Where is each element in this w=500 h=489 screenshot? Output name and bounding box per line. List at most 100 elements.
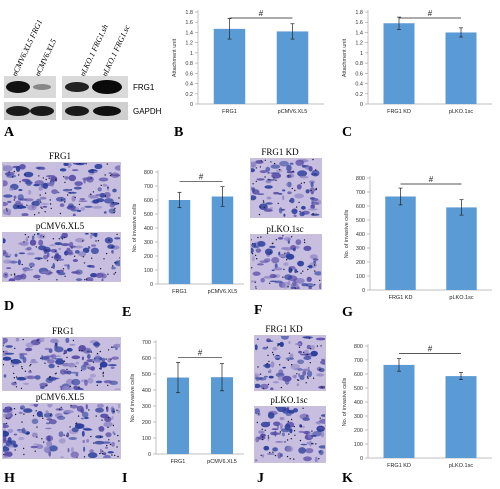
micrograph-image	[250, 234, 322, 290]
y-tick-label: 100	[144, 268, 153, 274]
bar	[383, 364, 415, 458]
x-tick-label: pLKO.1sc	[449, 295, 473, 301]
y-tick-label: 300	[356, 246, 365, 252]
panel-label-b: B	[174, 125, 184, 140]
y-tick-label: 500	[142, 372, 151, 378]
x-tick-label: FRG1	[222, 109, 237, 115]
y-tick-label: 500	[356, 218, 365, 224]
y-tick-label: 300	[142, 404, 151, 410]
micrograph-image	[2, 162, 121, 217]
blot-band-label: FRG1	[133, 83, 155, 92]
significance-marker: #	[259, 9, 264, 18]
y-tick-label: 0.6	[185, 71, 193, 77]
y-tick-label: 0	[150, 282, 153, 288]
y-tick-label: 1.4	[185, 30, 193, 36]
x-tick-label: FRG1 KD	[389, 295, 413, 301]
y-tick-label: 0.4	[355, 82, 363, 88]
western-blot: pCMV6.XL5 FRG1 pCMV6.XL5 pLKO.1 FRG1.sh …	[0, 0, 165, 130]
y-tick-label: 100	[354, 442, 363, 448]
micrograph-caption: FRG1 KD	[261, 147, 299, 157]
y-axis-label: No. of invasive cells	[130, 373, 136, 422]
y-tick-label: 700	[142, 340, 151, 346]
y-tick-label: 100	[142, 436, 151, 442]
micrograph-caption: pCMV6.XL5	[35, 392, 85, 402]
y-tick-label: 700	[144, 184, 153, 190]
panel-label-a: A	[4, 125, 15, 140]
chart-svg: 0 0.2 0.4 0.6 0.8 1 1.2 1.4 1.6 1.8 Attachment uni…	[342, 9, 492, 115]
y-tick-label: 0.2	[355, 92, 363, 98]
x-tick-label: pCMV6.XL5	[278, 109, 308, 115]
x-tick-label: pCMV6.XL5	[208, 289, 238, 295]
blot-band-label: GAPDH	[133, 107, 162, 116]
significance-marker: #	[198, 348, 203, 357]
y-tick-label: 400	[144, 226, 153, 232]
micrograph-image	[2, 337, 121, 391]
bar	[445, 32, 477, 104]
y-tick-label: 300	[354, 414, 363, 420]
bar	[211, 196, 234, 284]
x-tick-label: pCMV6.XL5	[207, 459, 237, 465]
bar	[211, 377, 233, 454]
y-axis-label: No. of invasive cells	[344, 209, 350, 258]
y-tick-label: 800	[356, 176, 365, 182]
bar-chart-e: 0 100 200 300 400 500 600 700 800 No. of invasive…	[128, 164, 250, 306]
y-tick-label: 200	[356, 260, 365, 266]
y-tick-label: 1.8	[355, 10, 363, 16]
chart-svg: 0 0.2 0.4 0.6 0.8 1 1.2 1.4 1.6 1.8 Attachment uni…	[172, 9, 324, 115]
y-tick-label: 1.8	[185, 10, 193, 16]
panel-label-j: J	[257, 471, 264, 486]
micrograph-image	[2, 232, 121, 282]
x-tick-label: pLKO.1sc	[449, 463, 473, 469]
micrograph-caption: pLKO.1sc	[266, 224, 304, 234]
y-tick-label: 800	[144, 170, 153, 176]
y-tick-label: 700	[356, 190, 365, 196]
bar-chart-c: 0 0.2 0.4 0.6 0.8 1 1.2 1.4 1.6 1.8 Attachment uni…	[338, 4, 498, 126]
panel-label-e: E	[122, 305, 132, 320]
y-tick-label: 500	[144, 212, 153, 218]
micrograph-image	[250, 158, 322, 218]
panel-label-h: H	[4, 471, 15, 486]
panel-label-k: K	[342, 471, 353, 486]
blot-lane-label: pCMV6.XL5	[33, 37, 59, 78]
bar-chart-k: 0 100 200 300 400 500 600 700 800 No. of invasive…	[338, 338, 498, 480]
y-tick-label: 1.6	[355, 20, 363, 26]
y-tick-label: 300	[144, 240, 153, 246]
bar	[213, 28, 246, 104]
panel-label-f: F	[254, 303, 263, 318]
y-tick-label: 0.8	[355, 61, 363, 67]
bar-chart-g: 0 100 200 300 400 500 600 700 800 No. of invasive…	[340, 170, 498, 312]
y-tick-label: 600	[354, 372, 363, 378]
y-axis-label: No. of invasive cells	[132, 203, 138, 252]
y-tick-label: 100	[356, 274, 365, 280]
y-tick-label: 0	[360, 102, 363, 108]
bar	[385, 196, 416, 290]
y-tick-label: 200	[142, 420, 151, 426]
micrograph-caption: pCMV6.XL5	[35, 221, 85, 231]
bar	[276, 31, 309, 104]
y-tick-label: 0	[148, 452, 151, 458]
panel-label-i: I	[122, 471, 128, 486]
micrograph-image	[254, 335, 326, 391]
y-tick-label: 500	[354, 386, 363, 392]
chart-svg: 0 100 200 300 400 500 600 700 800 No. of invasive…	[132, 170, 244, 295]
y-tick-label: 800	[354, 344, 363, 350]
micrograph-caption: FRG1	[48, 151, 71, 161]
significance-marker: #	[429, 175, 434, 184]
micrograph-image	[254, 406, 326, 463]
x-tick-label: FRG1 KD	[387, 463, 411, 469]
x-tick-label: pLKO.1sc	[449, 109, 473, 115]
bar	[167, 377, 189, 454]
y-tick-label: 0.6	[355, 71, 363, 77]
x-tick-label: FRG1	[171, 459, 186, 465]
chart-svg: 0 100 200 300 400 500 600 700 No. of invasive ce…	[130, 340, 244, 465]
y-tick-label: 1	[360, 51, 363, 57]
y-tick-label: 1	[190, 51, 193, 57]
y-tick-label: 400	[356, 232, 365, 238]
chart-svg: 0 100 200 300 400 500 600 700 800 No. of invasive…	[344, 175, 492, 301]
y-tick-label: 400	[354, 400, 363, 406]
micrograph-image	[2, 403, 121, 459]
x-tick-label: FRG1 KD	[387, 109, 411, 115]
bar-chart-b: 0 0.2 0.4 0.6 0.8 1 1.2 1.4 1.6 1.8 Attachment uni…	[168, 4, 330, 126]
y-tick-label: 0.4	[185, 82, 193, 88]
y-tick-label: 200	[354, 428, 363, 434]
